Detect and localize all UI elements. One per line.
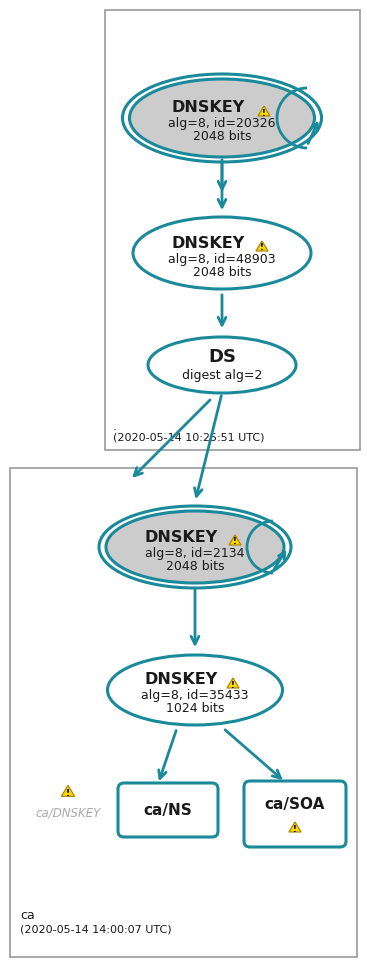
Text: (2020-05-14 10:25:51 UTC): (2020-05-14 10:25:51 UTC) (113, 432, 265, 442)
Polygon shape (289, 822, 301, 832)
Text: 2048 bits: 2048 bits (166, 560, 224, 572)
FancyBboxPatch shape (10, 468, 357, 957)
Text: ca/SOA: ca/SOA (265, 796, 325, 812)
Text: digest alg=2: digest alg=2 (182, 369, 262, 381)
Text: !: ! (262, 108, 266, 118)
Text: alg=8, id=48903: alg=8, id=48903 (168, 253, 276, 265)
Polygon shape (258, 106, 270, 116)
Polygon shape (229, 535, 241, 545)
Polygon shape (227, 678, 239, 688)
Text: (2020-05-14 14:00:07 UTC): (2020-05-14 14:00:07 UTC) (20, 925, 172, 935)
Ellipse shape (130, 79, 315, 157)
Ellipse shape (148, 337, 296, 393)
FancyBboxPatch shape (105, 10, 360, 450)
Text: !: ! (231, 680, 235, 690)
Text: 2048 bits: 2048 bits (193, 265, 251, 279)
Polygon shape (256, 241, 268, 251)
Text: !: ! (293, 824, 297, 834)
FancyBboxPatch shape (244, 781, 346, 847)
Text: 2048 bits: 2048 bits (193, 130, 251, 144)
Text: alg=8, id=2134: alg=8, id=2134 (145, 546, 245, 560)
FancyBboxPatch shape (118, 783, 218, 837)
Text: DNSKEY: DNSKEY (171, 235, 245, 251)
Text: !: ! (233, 538, 237, 546)
Ellipse shape (106, 511, 284, 583)
Text: DNSKEY: DNSKEY (144, 530, 218, 544)
Text: DNSKEY: DNSKEY (144, 673, 218, 687)
Text: ca/DNSKEY: ca/DNSKEY (35, 807, 101, 819)
Text: .: . (113, 420, 117, 433)
Text: 1024 bits: 1024 bits (166, 703, 224, 715)
Ellipse shape (133, 217, 311, 289)
Text: DNSKEY: DNSKEY (171, 100, 245, 116)
Text: alg=8, id=35433: alg=8, id=35433 (141, 690, 249, 703)
Ellipse shape (108, 655, 283, 725)
Text: DS: DS (208, 348, 236, 366)
Text: !: ! (260, 243, 264, 253)
Polygon shape (61, 786, 75, 796)
Text: !: ! (66, 788, 70, 798)
Text: ca/NS: ca/NS (143, 803, 192, 817)
Text: alg=8, id=20326: alg=8, id=20326 (168, 118, 276, 130)
Text: ca: ca (20, 909, 35, 922)
